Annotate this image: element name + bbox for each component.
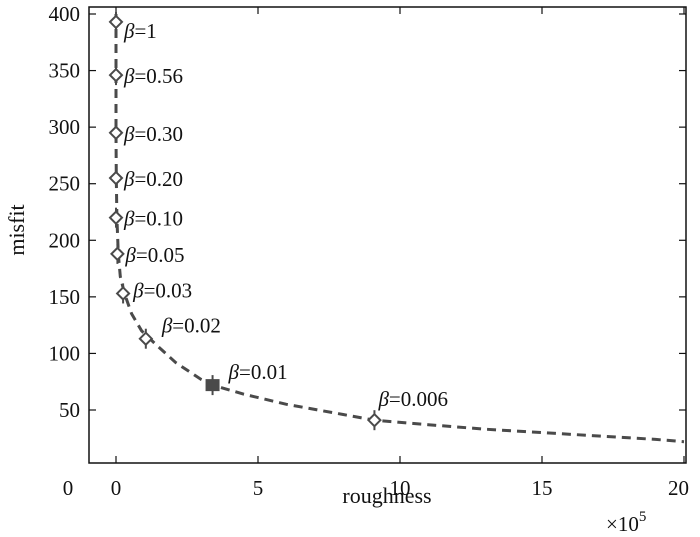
beta-value: =0.30: [134, 122, 183, 146]
y-tick-label: 150: [49, 285, 81, 309]
beta-value: =0.006: [389, 387, 448, 411]
beta-label: β=0.56: [123, 64, 183, 88]
beta-label: β=0.01: [228, 360, 288, 384]
beta-value: =0.01: [239, 360, 288, 384]
beta-symbol: β: [123, 122, 135, 146]
y-tick-label: 350: [49, 59, 81, 83]
x-multiplier: ×105: [606, 509, 646, 536]
beta-label: β=1: [123, 19, 157, 43]
beta-marker: [138, 331, 154, 347]
beta-label: β=0.20: [123, 167, 183, 191]
x-multiplier-base: ×10: [606, 512, 639, 536]
beta-label: β=0.006: [377, 387, 448, 411]
beta-marker: [367, 412, 382, 428]
beta-symbol: β: [123, 167, 135, 191]
beta-label: β=0.05: [124, 243, 184, 267]
beta-symbol: β: [123, 207, 135, 231]
x-tick-label: 10: [390, 476, 411, 500]
y-tick-label: 200: [49, 228, 81, 252]
y-axis-ticks: 50 100 150 200 250 300 350 400: [49, 2, 686, 422]
x-tick-label: 5: [253, 476, 264, 500]
beta-marker: [108, 170, 124, 186]
l-curve-series: [114, 14, 685, 444]
x-tick-label: 0: [111, 476, 122, 500]
beta-value: =0.02: [172, 314, 221, 338]
beta-marker: [110, 246, 125, 262]
beta-value: =0.05: [136, 243, 185, 267]
beta-label: β=0.10: [123, 207, 183, 231]
beta-value: =0.10: [134, 207, 183, 231]
x-axis-ticks: 0 5 10 15 20: [111, 7, 689, 500]
beta-value: =0.20: [134, 167, 183, 191]
y-tick-label: 400: [49, 2, 81, 26]
plot-frame: [88, 6, 687, 464]
x-multiplier-exponent: 5: [639, 509, 647, 525]
beta-label: β=0.03: [132, 278, 192, 302]
y-tick-label: 50: [59, 398, 80, 422]
y-tick-label: 300: [49, 115, 81, 139]
beta-marker: [108, 67, 124, 83]
beta-label: β=0.30: [123, 122, 183, 146]
beta-marker: [115, 286, 131, 301]
beta-label: β=0.02: [161, 314, 221, 338]
beta-marker-filled: [205, 379, 220, 392]
beta-symbol: β: [132, 278, 144, 302]
beta-value: =1: [134, 19, 156, 43]
beta-markers: [108, 11, 382, 431]
beta-marker: [108, 14, 124, 30]
beta-symbol: β: [161, 314, 173, 338]
beta-marker: [108, 210, 124, 226]
beta-symbol: β: [124, 243, 136, 267]
beta-symbol: β: [123, 19, 135, 43]
x-tick-label: 15: [532, 476, 553, 500]
x-tick-label: 20: [668, 476, 689, 500]
y-axis-title: misfit: [4, 204, 29, 255]
y-tick-label: 100: [49, 341, 81, 365]
beta-value: =0.03: [144, 278, 193, 302]
y-tick-label: 250: [49, 172, 81, 196]
beta-symbol: β: [228, 360, 240, 384]
x-axis-title: roughness: [342, 483, 431, 508]
beta-symbol: β: [377, 387, 389, 411]
origin-label: 0: [63, 476, 74, 500]
beta-marker: [108, 125, 124, 141]
beta-value: =0.56: [134, 64, 183, 88]
beta-labels: β=1β=0.56β=0.30β=0.20β=0.10β=0.05β=0.03β…: [123, 19, 448, 411]
beta-symbol: β: [123, 64, 135, 88]
